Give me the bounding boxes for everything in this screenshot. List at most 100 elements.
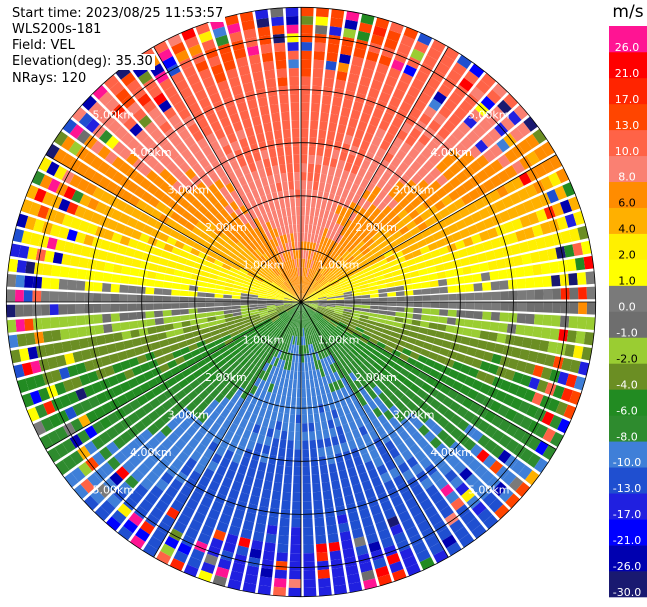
velocity-gate bbox=[344, 209, 353, 219]
velocity-gate bbox=[356, 463, 367, 475]
velocity-gate bbox=[115, 199, 128, 212]
velocity-gate bbox=[252, 332, 261, 341]
velocity-gate bbox=[363, 524, 376, 536]
velocity-gate bbox=[309, 296, 318, 300]
velocity-gate bbox=[310, 120, 319, 130]
velocity-gate bbox=[163, 243, 174, 253]
velocity-gate bbox=[58, 291, 68, 302]
velocity-gate bbox=[400, 406, 412, 417]
velocity-gate bbox=[240, 456, 251, 467]
velocity-gate bbox=[279, 377, 285, 387]
velocity-gate bbox=[307, 291, 315, 297]
velocity-gate bbox=[425, 358, 436, 368]
velocity-gate bbox=[312, 76, 323, 87]
velocity-gate bbox=[411, 483, 424, 497]
velocity-gate bbox=[362, 210, 372, 221]
velocity-gate bbox=[301, 102, 310, 112]
velocity-gate bbox=[415, 70, 429, 84]
velocity-gate bbox=[239, 330, 249, 337]
velocity-gate bbox=[153, 287, 163, 295]
velocity-gate bbox=[320, 200, 327, 210]
velocity-gate bbox=[325, 229, 333, 239]
velocity-gate bbox=[47, 356, 59, 370]
velocity-gate bbox=[458, 77, 474, 92]
velocity-gate bbox=[429, 180, 442, 192]
velocity-gate bbox=[62, 379, 75, 393]
velocity-gate bbox=[335, 295, 345, 299]
velocity-gate bbox=[101, 293, 111, 302]
velocity-gate bbox=[142, 100, 157, 114]
velocity-gate bbox=[395, 149, 407, 161]
velocity-gate bbox=[319, 277, 327, 285]
velocity-gate bbox=[315, 225, 321, 235]
velocity-gate bbox=[440, 365, 452, 376]
velocity-gate bbox=[272, 402, 280, 413]
velocity-gate bbox=[226, 238, 237, 248]
velocity-gate bbox=[177, 216, 189, 227]
velocity-gate bbox=[350, 447, 361, 459]
velocity-gate bbox=[100, 239, 111, 251]
velocity-gate bbox=[112, 487, 128, 502]
velocity-gate bbox=[251, 170, 260, 181]
velocity-gate bbox=[540, 367, 553, 381]
velocity-gate bbox=[254, 248, 263, 257]
velocity-gate bbox=[419, 245, 430, 255]
velocity-gate bbox=[216, 521, 229, 533]
velocity-gate bbox=[169, 558, 185, 572]
velocity-gate bbox=[248, 181, 257, 192]
velocity-gate bbox=[275, 319, 283, 327]
velocity-gate bbox=[387, 292, 397, 297]
velocity-gate bbox=[45, 143, 60, 159]
velocity-gate bbox=[429, 167, 442, 179]
velocity-gate bbox=[266, 296, 276, 300]
velocity-gate bbox=[369, 293, 379, 298]
velocity-gate bbox=[539, 395, 552, 409]
velocity-gate bbox=[334, 399, 342, 409]
velocity-gate bbox=[424, 430, 436, 443]
velocity-gate bbox=[388, 354, 399, 363]
velocity-gate bbox=[296, 336, 300, 346]
velocity-gate bbox=[226, 341, 236, 350]
velocity-gate bbox=[526, 404, 539, 418]
velocity-gate bbox=[241, 19, 256, 31]
velocity-gate bbox=[436, 219, 448, 230]
velocity-gate bbox=[326, 273, 335, 280]
velocity-gate bbox=[312, 282, 320, 290]
velocity-gate bbox=[313, 216, 319, 226]
velocity-gate bbox=[174, 240, 185, 250]
velocity-gate bbox=[329, 427, 337, 438]
velocity-gate bbox=[209, 231, 220, 241]
velocity-gate bbox=[134, 220, 146, 232]
velocity-gate bbox=[295, 318, 299, 328]
velocity-gate bbox=[167, 33, 183, 48]
velocity-gate bbox=[361, 262, 371, 270]
velocity-gate bbox=[147, 436, 161, 450]
velocity-gate bbox=[304, 276, 308, 286]
velocity-gate bbox=[291, 241, 296, 251]
velocity-gate bbox=[187, 390, 198, 401]
velocity-gate bbox=[266, 306, 276, 310]
velocity-gate bbox=[285, 352, 291, 362]
velocity-gate bbox=[466, 495, 481, 510]
velocity-gate bbox=[266, 427, 274, 438]
velocity-gate bbox=[427, 450, 441, 463]
velocity-gate bbox=[359, 561, 373, 573]
velocity-gate bbox=[32, 304, 42, 317]
velocity-gate bbox=[350, 359, 359, 369]
velocity-gate bbox=[315, 386, 321, 397]
velocity-gate bbox=[552, 232, 564, 246]
velocity-gate bbox=[151, 464, 165, 478]
velocity-gate bbox=[301, 310, 304, 320]
velocity-gate bbox=[153, 92, 167, 106]
velocity-gate bbox=[301, 145, 308, 155]
velocity-gate bbox=[285, 242, 290, 252]
velocity-gate bbox=[312, 404, 319, 414]
velocity-gate bbox=[242, 283, 252, 289]
velocity-gate bbox=[261, 559, 274, 570]
azimuth-spoke bbox=[300, 154, 557, 303]
velocity-gate bbox=[224, 353, 234, 363]
velocity-gate bbox=[85, 410, 99, 424]
velocity-gate bbox=[257, 246, 265, 255]
velocity-gate bbox=[451, 380, 464, 392]
velocity-gate bbox=[373, 396, 383, 407]
